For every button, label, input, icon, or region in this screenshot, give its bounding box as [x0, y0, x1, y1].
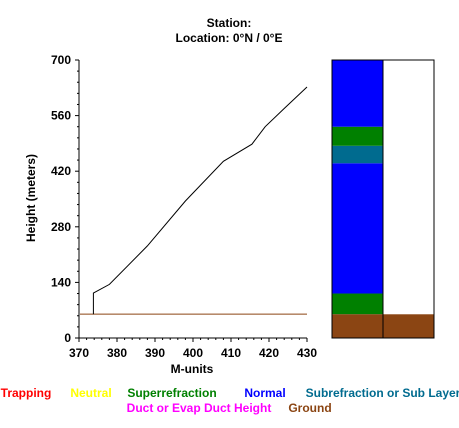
- x-tick-label: 410: [221, 346, 241, 360]
- layer-columns: [331, 59, 435, 339]
- legend-item: Ground: [288, 401, 331, 415]
- axes: 370 380 390 400 410 420 430 0 140 280 420 560 700: [51, 53, 317, 360]
- column-1-layer: [332, 145, 383, 164]
- y-axis-label: Height (meters): [24, 154, 38, 242]
- column-1-layer: [332, 163, 383, 294]
- y-tick-label: 420: [51, 164, 71, 178]
- station-title: Station:: [207, 16, 252, 30]
- legend-item: Duct or Evap Duct Height: [127, 401, 272, 415]
- column-1-layer: [332, 60, 383, 127]
- legend-item: Trapping: [1, 386, 52, 400]
- legend: Trapping Neutral Superrefraction Normal Subr…: [1, 386, 459, 415]
- legend-item: Superrefraction: [127, 386, 216, 400]
- column-2-layer: [383, 314, 434, 338]
- x-tick-label: 370: [69, 346, 89, 360]
- column-1-layer: [332, 314, 383, 338]
- column-1-layer: [332, 126, 383, 146]
- column-1-layer: [332, 293, 383, 315]
- legend-item: Neutral: [70, 386, 111, 400]
- x-tick-label: 420: [259, 346, 279, 360]
- y-tick-label: 140: [51, 275, 71, 289]
- x-tick-label: 430: [297, 346, 317, 360]
- column-2-layer: [383, 60, 434, 315]
- column-2-border: [382, 59, 435, 339]
- y-tick-label: 280: [51, 220, 71, 234]
- legend-item: Normal: [244, 386, 285, 400]
- series-group: [80, 86, 308, 315]
- y-tick-label: 560: [51, 109, 71, 123]
- legend-item: Subrefraction or Sub Layer: [306, 386, 459, 400]
- y-tick-label: 700: [51, 53, 71, 67]
- x-tick-label: 400: [183, 346, 203, 360]
- y-tick-label: 0: [64, 331, 71, 345]
- x-tick-label: 380: [107, 346, 127, 360]
- m-unit-profile-line: [92, 86, 308, 315]
- x-axis-label: M-units: [171, 362, 214, 376]
- x-tick-label: 390: [145, 346, 165, 360]
- location-title: Location: 0°N / 0°E: [176, 31, 283, 45]
